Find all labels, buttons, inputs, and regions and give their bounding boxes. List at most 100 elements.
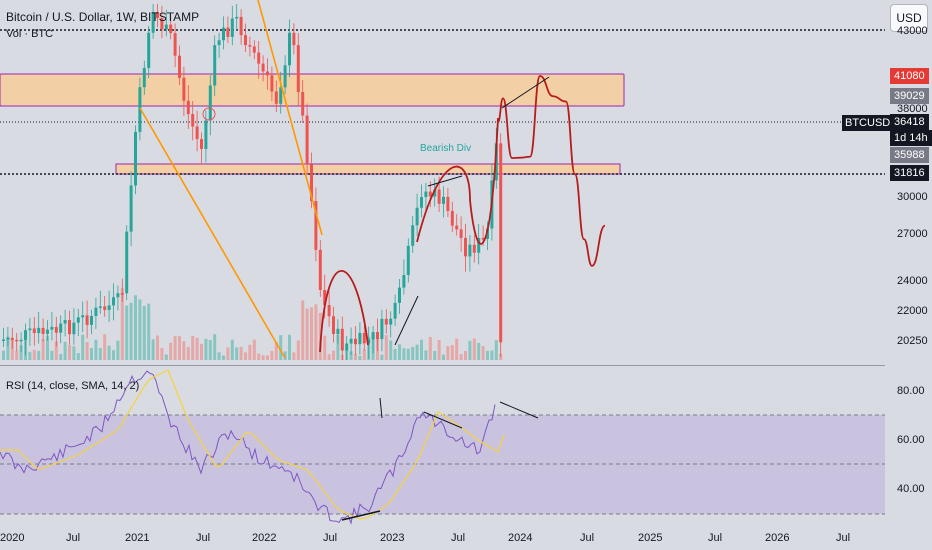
candle-body (323, 289, 327, 305)
volume-bar (296, 340, 300, 360)
volume-bar (76, 353, 80, 360)
volume-bar (54, 341, 58, 360)
volume-bar (85, 341, 89, 360)
volume-bar (472, 338, 476, 360)
volume-bar (222, 355, 225, 360)
volume-bar (490, 350, 494, 360)
volume-bar (477, 343, 481, 360)
candle-body (186, 100, 190, 115)
candle-body (120, 293, 124, 295)
candle-body (103, 306, 107, 310)
candle-body (125, 231, 129, 294)
volume-bar (239, 346, 243, 360)
candle-body (244, 35, 247, 46)
candle-body (169, 24, 173, 34)
time-tick: Jul (708, 532, 723, 544)
candle-body (252, 46, 256, 53)
price-badge-resistance-top: 41080 (890, 68, 929, 84)
candle-body (98, 306, 102, 308)
volume-bar (98, 348, 102, 360)
price-badge-support-low: 31816 (890, 165, 929, 181)
time-tick: 2020 (0, 532, 25, 544)
candle-body (248, 45, 252, 47)
bearish-div-annotation: Bearish Div (420, 143, 472, 154)
volume-bar (112, 350, 115, 360)
candle-body (384, 318, 388, 325)
rsi-divergence-line-low (341, 510, 381, 521)
candle-body (239, 16, 243, 36)
candle-body (398, 287, 401, 303)
price-badge-last: 36418 (890, 114, 929, 130)
volume-bar (41, 338, 45, 360)
volume-bar (266, 355, 269, 360)
candle-body (380, 318, 384, 340)
volume-bar (107, 345, 111, 360)
rsi-line (0, 370, 496, 525)
volume-bar (481, 346, 485, 360)
resistance-zone (0, 73, 625, 107)
volume-bar (156, 335, 159, 360)
candle-body (367, 339, 371, 344)
volume-bar (446, 346, 450, 360)
volume-bar (50, 350, 54, 360)
rsi-tick: 80.00 (897, 385, 925, 397)
candle-body (138, 87, 142, 132)
candle-body (305, 115, 309, 165)
volume-bar (103, 334, 107, 360)
volume-bar (204, 338, 208, 360)
volume-bar (323, 335, 327, 360)
price-badge-support-top: 35988 (890, 147, 929, 163)
candle-body (182, 77, 186, 101)
candle-body (415, 207, 419, 226)
candle-body (116, 293, 120, 298)
candle-body (411, 225, 415, 246)
volume-bar (129, 302, 133, 360)
time-tick: 2026 (765, 532, 790, 544)
volume-bar (428, 336, 432, 360)
candle-body (345, 343, 349, 351)
trendline-low (394, 295, 419, 346)
candle-body (389, 318, 393, 325)
candle-body (107, 305, 111, 310)
volume-bar (226, 347, 230, 360)
volume-bar (37, 350, 41, 360)
time-tick: Jul (451, 532, 466, 544)
volume-bar (459, 354, 463, 360)
volume-bar (164, 354, 168, 360)
candle-body (129, 185, 133, 232)
time-tick: 2022 (252, 532, 277, 544)
volume-bar (411, 346, 415, 360)
candle-body (156, 12, 159, 19)
volume-bar (393, 348, 397, 360)
candle-body (358, 332, 362, 345)
candle-body (406, 245, 410, 275)
candle-body (428, 191, 432, 197)
candle-body (32, 328, 36, 334)
volume-bar (10, 338, 14, 360)
volume-bar (442, 354, 445, 360)
pane-separator (0, 365, 885, 366)
downtrend-line-2 (257, 0, 323, 236)
candle-body (340, 328, 344, 351)
price-badge-resistance-low: 39029 (890, 88, 929, 104)
volume-bar (59, 354, 63, 360)
candle-body (420, 197, 423, 208)
volume-bar (15, 350, 19, 360)
candle-body (455, 225, 459, 230)
candle-body (464, 237, 467, 257)
time-tick: 2021 (125, 532, 150, 544)
candle-body (301, 91, 305, 116)
rsi-divergence-mark (379, 397, 383, 419)
candle-body (28, 328, 32, 331)
candle-body (266, 71, 269, 76)
volume-bar (424, 350, 428, 360)
currency-button[interactable]: USD (890, 4, 928, 32)
volume-bar (270, 350, 274, 360)
candle-body (327, 305, 331, 317)
price-tick: 27000 (897, 228, 928, 240)
candle-body (402, 274, 406, 288)
candle-body (2, 339, 5, 341)
volume-bar (28, 351, 32, 360)
volume-bar (94, 339, 98, 360)
